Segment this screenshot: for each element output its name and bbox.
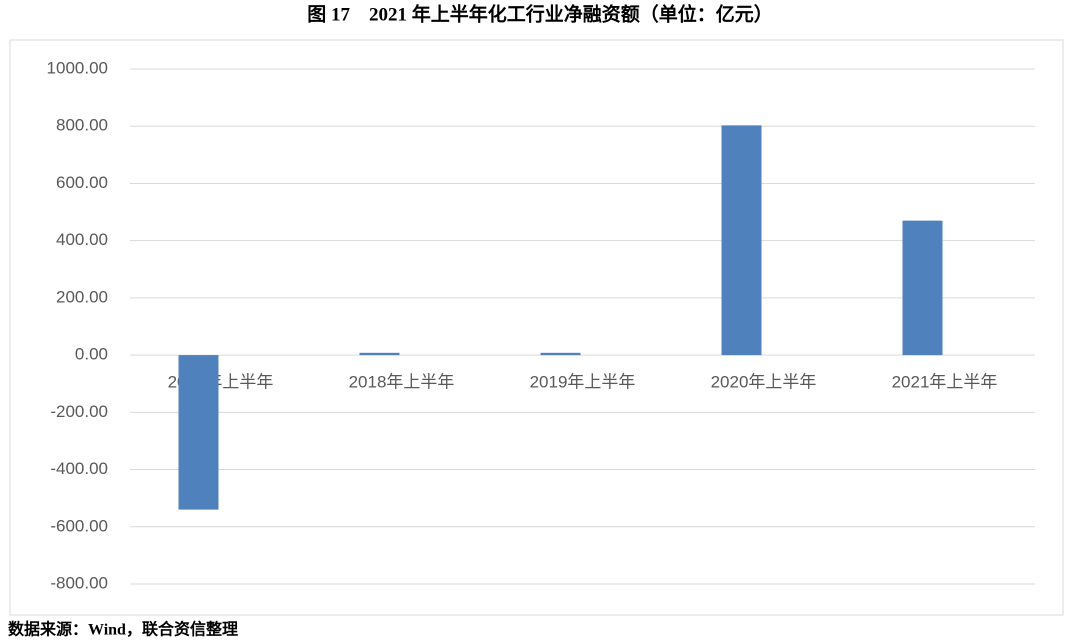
y-tick-label: -200.00 [50,402,108,421]
bar [721,125,762,356]
y-tick-label: 1000.00 [47,58,108,77]
y-tick-label: 800.00 [56,116,108,135]
bar [902,220,943,356]
x-tick-label: 2019年上半年 [530,373,636,392]
bar [178,355,219,510]
bar [359,352,400,356]
bar [540,352,581,356]
x-tick-label: 2021年上半年 [892,373,998,392]
y-tick-label: -800.00 [50,573,108,592]
x-tick-label: 2020年上半年 [711,373,817,392]
chart-title: 图 17 2021 年上半年化工行业净融资额（单位：亿元） [307,2,773,25]
y-tick-label: 600.00 [56,173,108,192]
x-tick-label: 2018年上半年 [349,373,455,392]
y-tick-label: 400.00 [56,230,108,249]
y-tick-label: -400.00 [50,459,108,478]
y-tick-label: 0.00 [75,345,108,364]
y-tick-label: 200.00 [56,287,108,306]
source-note: 数据来源：Wind，联合资信整理 [8,620,238,639]
chart-frame [9,39,1064,616]
y-tick-label: -600.00 [50,516,108,535]
